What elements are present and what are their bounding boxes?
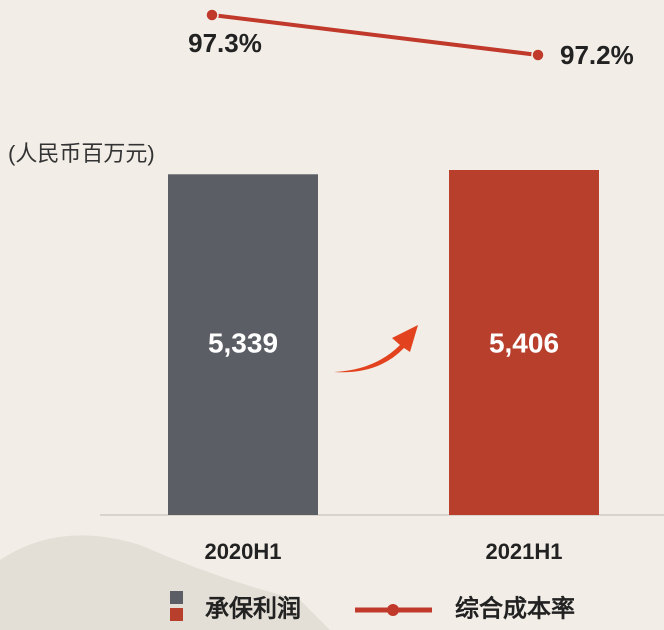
line-value-label: 97.2% (560, 40, 634, 70)
line-point (532, 49, 544, 61)
legend-label: 承保利润 (205, 594, 301, 622)
line-value-label: 97.3% (188, 28, 262, 58)
unit-label: (人民币百万元) (8, 141, 155, 166)
bar-value-label: 5,406 (489, 327, 559, 358)
line-point (206, 9, 218, 21)
legend-label: 综合成本率 (455, 594, 575, 622)
growth-arrow (334, 325, 418, 372)
legend-swatch (170, 591, 183, 604)
bar-value-label: 5,339 (208, 327, 278, 358)
x-tick-label: 2020H1 (204, 539, 281, 564)
legend-swatch (170, 608, 183, 621)
x-tick-label: 2021H1 (485, 539, 562, 564)
legend-marker (387, 604, 399, 616)
chart: (人民币百万元) 2020H1 2021H1 5,339 5,406 97.3% 97.2… (0, 0, 664, 630)
